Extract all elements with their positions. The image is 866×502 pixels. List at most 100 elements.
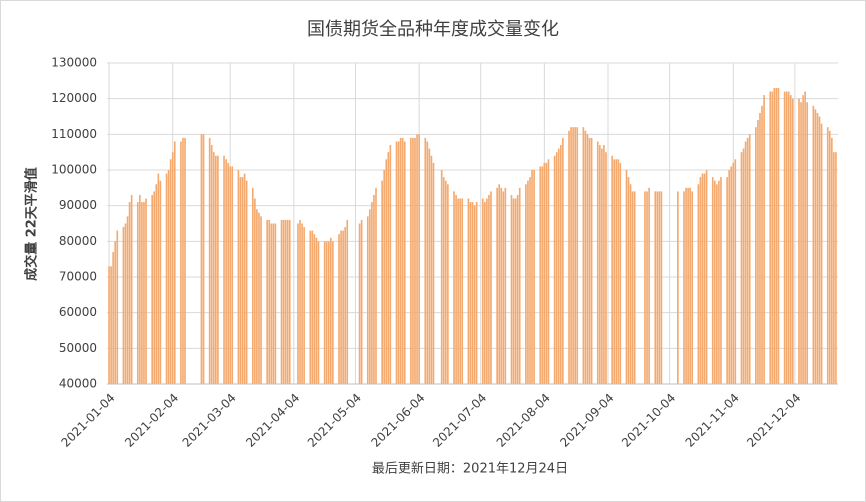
- bar: [375, 187, 377, 384]
- bar: [720, 177, 722, 384]
- bar: [385, 159, 388, 384]
- bar: [559, 145, 562, 384]
- bar: [740, 152, 743, 384]
- bar: [761, 105, 763, 385]
- bar: [327, 241, 330, 384]
- bar: [130, 194, 133, 384]
- bar: [734, 159, 737, 384]
- bar: [826, 127, 829, 384]
- bar: [303, 227, 305, 384]
- bar: [227, 162, 229, 384]
- footnote: 最后更新日期：2021年12月24日: [372, 461, 568, 477]
- bar: [124, 223, 127, 384]
- bar: [629, 184, 632, 384]
- y-tick-label: 90000: [59, 198, 97, 212]
- bar: [617, 159, 620, 384]
- bar: [504, 187, 507, 384]
- bar: [455, 194, 457, 384]
- bar: [225, 159, 227, 384]
- bar: [473, 205, 476, 384]
- bar: [590, 137, 593, 384]
- bar: [547, 159, 550, 384]
- bar: [531, 170, 533, 384]
- bar: [145, 198, 147, 384]
- bar: [691, 191, 694, 384]
- bar: [256, 209, 258, 384]
- bar: [570, 127, 572, 384]
- bar: [539, 166, 542, 384]
- bar: [395, 141, 398, 384]
- bar: [545, 162, 548, 384]
- bar: [173, 141, 176, 384]
- bar: [159, 180, 162, 384]
- bar: [114, 241, 117, 384]
- bar: [486, 198, 488, 384]
- bar: [371, 202, 373, 384]
- bar: [816, 112, 819, 384]
- y-tick-label: 50000: [59, 341, 97, 355]
- bar: [763, 95, 765, 384]
- bar: [646, 191, 648, 384]
- bar: [603, 145, 605, 384]
- bar: [718, 180, 720, 384]
- bar: [447, 184, 449, 384]
- bar: [270, 223, 273, 384]
- bar: [457, 198, 459, 384]
- bar: [648, 187, 650, 384]
- bar: [116, 230, 119, 384]
- bar: [514, 198, 517, 384]
- bar: [260, 216, 262, 384]
- bar: [383, 170, 386, 384]
- bar: [502, 191, 505, 384]
- bar: [820, 123, 823, 384]
- bar: [428, 148, 431, 384]
- bar: [804, 91, 806, 385]
- bar: [157, 173, 160, 384]
- bar: [789, 95, 792, 384]
- bar: [229, 166, 232, 384]
- bar: [414, 137, 416, 384]
- bar: [716, 184, 718, 384]
- bar: [833, 152, 835, 384]
- bar: [611, 155, 613, 384]
- bar: [562, 137, 564, 384]
- bar: [274, 223, 277, 384]
- bar: [338, 234, 340, 384]
- bar: [771, 91, 774, 385]
- bar: [139, 194, 141, 384]
- bar: [814, 109, 817, 384]
- bar: [683, 191, 685, 384]
- bar: [732, 162, 735, 384]
- bar: [757, 120, 759, 385]
- bar: [711, 177, 714, 384]
- bar: [481, 198, 484, 384]
- bar: [596, 141, 599, 384]
- bar: [656, 191, 659, 384]
- bar: [644, 191, 646, 384]
- bar: [241, 177, 244, 384]
- bar: [705, 170, 708, 384]
- bar: [582, 127, 585, 384]
- bar: [613, 159, 616, 384]
- bar: [574, 127, 576, 384]
- bar: [366, 216, 369, 384]
- bar: [360, 219, 363, 384]
- bar: [777, 87, 780, 384]
- bar: [369, 209, 371, 384]
- bar: [141, 202, 143, 384]
- bar: [212, 152, 215, 384]
- bar: [746, 137, 749, 384]
- bar: [699, 177, 702, 384]
- bar: [112, 252, 114, 384]
- bar: [557, 148, 560, 384]
- bar: [268, 219, 271, 384]
- bar: [126, 216, 129, 384]
- bar: [171, 152, 174, 384]
- bar: [202, 134, 205, 384]
- bar: [633, 191, 636, 384]
- bar: [543, 162, 546, 384]
- bar: [783, 91, 786, 385]
- bar: [654, 191, 657, 384]
- bar: [182, 137, 184, 384]
- bar: [660, 191, 663, 384]
